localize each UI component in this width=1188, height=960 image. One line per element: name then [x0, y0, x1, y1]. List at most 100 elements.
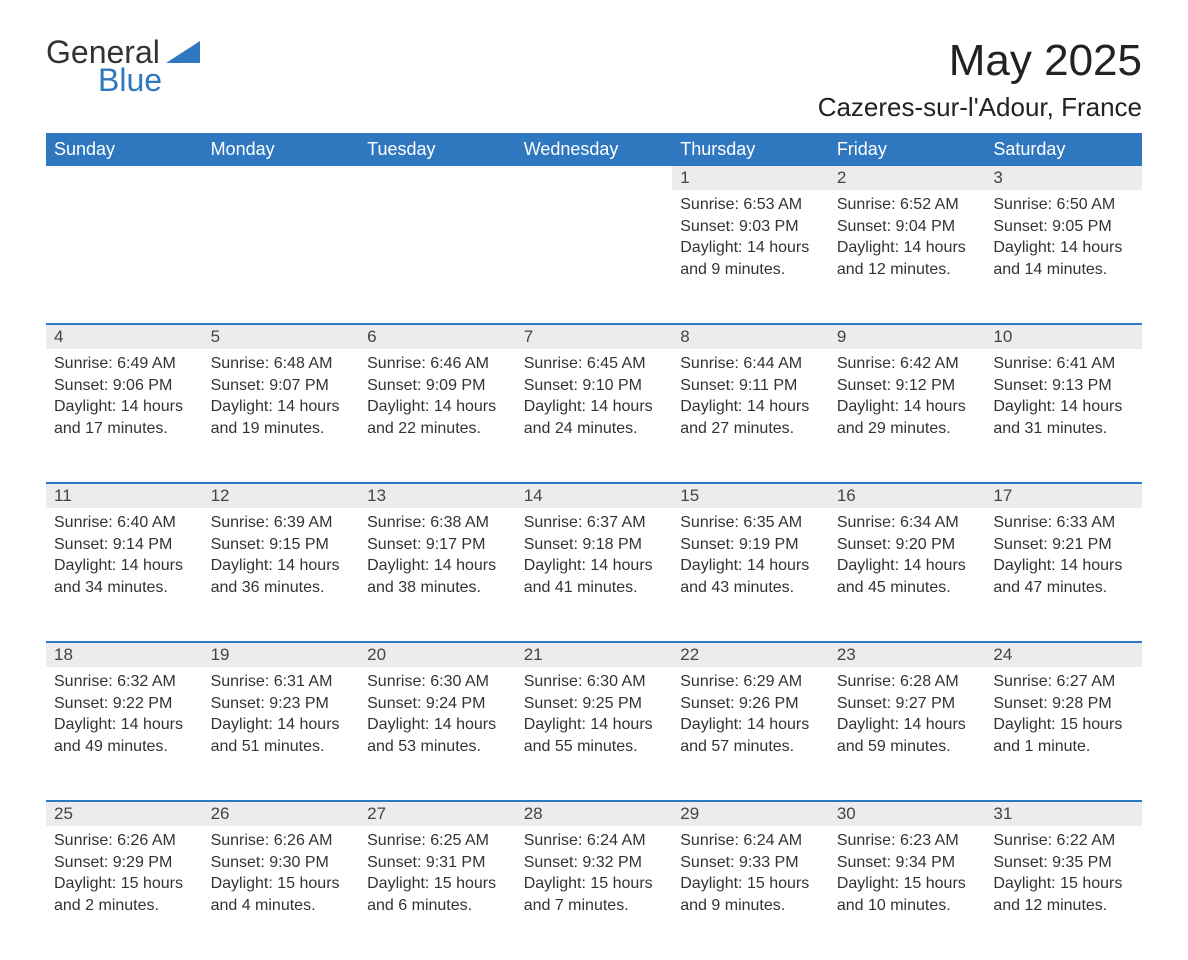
brand-triangle-icon — [166, 41, 200, 63]
daylight-text-1: Daylight: 14 hours — [993, 237, 1134, 259]
daylight-text-1: Daylight: 14 hours — [367, 714, 508, 736]
day-cell — [46, 190, 203, 324]
day-content-row: Sunrise: 6:49 AMSunset: 9:06 PMDaylight:… — [46, 349, 1142, 483]
day-cell: Sunrise: 6:23 AMSunset: 9:34 PMDaylight:… — [829, 826, 986, 960]
day-cell: Sunrise: 6:53 AMSunset: 9:03 PMDaylight:… — [672, 190, 829, 324]
daylight-text-1: Daylight: 14 hours — [680, 237, 821, 259]
weekday-header: Friday — [829, 133, 986, 166]
daylight-text-1: Daylight: 15 hours — [211, 873, 352, 895]
day-number: 29 — [672, 801, 829, 826]
sunset-text: Sunset: 9:18 PM — [524, 534, 665, 556]
daylight-text-2: and 10 minutes. — [837, 895, 978, 917]
day-number: 28 — [516, 801, 673, 826]
daylight-text-2: and 57 minutes. — [680, 736, 821, 758]
daylight-text-2: and 36 minutes. — [211, 577, 352, 599]
daylight-text-2: and 2 minutes. — [54, 895, 195, 917]
day-cell: Sunrise: 6:27 AMSunset: 9:28 PMDaylight:… — [985, 667, 1142, 801]
day-number: 9 — [829, 324, 986, 349]
sunrise-text: Sunrise: 6:31 AM — [211, 671, 352, 693]
sunrise-text: Sunrise: 6:45 AM — [524, 353, 665, 375]
day-number: 18 — [46, 642, 203, 667]
daylight-text-2: and 29 minutes. — [837, 418, 978, 440]
sunset-text: Sunset: 9:33 PM — [680, 852, 821, 874]
daylight-text-1: Daylight: 15 hours — [993, 873, 1134, 895]
day-cell — [359, 190, 516, 324]
daylight-text-1: Daylight: 15 hours — [54, 873, 195, 895]
location-label: Cazeres-sur-l'Adour, France — [818, 92, 1142, 123]
sunset-text: Sunset: 9:06 PM — [54, 375, 195, 397]
day-cell: Sunrise: 6:29 AMSunset: 9:26 PMDaylight:… — [672, 667, 829, 801]
daylight-text-1: Daylight: 15 hours — [993, 714, 1134, 736]
day-cell: Sunrise: 6:26 AMSunset: 9:29 PMDaylight:… — [46, 826, 203, 960]
sunset-text: Sunset: 9:25 PM — [524, 693, 665, 715]
day-number: 13 — [359, 483, 516, 508]
day-cell: Sunrise: 6:40 AMSunset: 9:14 PMDaylight:… — [46, 508, 203, 642]
daylight-text-1: Daylight: 14 hours — [837, 555, 978, 577]
sunrise-text: Sunrise: 6:34 AM — [837, 512, 978, 534]
day-number: 1 — [672, 166, 829, 190]
day-cell: Sunrise: 6:34 AMSunset: 9:20 PMDaylight:… — [829, 508, 986, 642]
sunset-text: Sunset: 9:31 PM — [367, 852, 508, 874]
day-number-row: 25262728293031 — [46, 801, 1142, 826]
day-number: 31 — [985, 801, 1142, 826]
sunset-text: Sunset: 9:19 PM — [680, 534, 821, 556]
daylight-text-2: and 45 minutes. — [837, 577, 978, 599]
sunrise-text: Sunrise: 6:32 AM — [54, 671, 195, 693]
day-content-row: Sunrise: 6:40 AMSunset: 9:14 PMDaylight:… — [46, 508, 1142, 642]
sunset-text: Sunset: 9:12 PM — [837, 375, 978, 397]
daylight-text-2: and 34 minutes. — [54, 577, 195, 599]
sunset-text: Sunset: 9:24 PM — [367, 693, 508, 715]
day-cell: Sunrise: 6:30 AMSunset: 9:24 PMDaylight:… — [359, 667, 516, 801]
daylight-text-2: and 1 minute. — [993, 736, 1134, 758]
day-cell: Sunrise: 6:42 AMSunset: 9:12 PMDaylight:… — [829, 349, 986, 483]
sunrise-text: Sunrise: 6:28 AM — [837, 671, 978, 693]
day-number-row: 123 — [46, 166, 1142, 190]
day-number: 16 — [829, 483, 986, 508]
day-cell: Sunrise: 6:46 AMSunset: 9:09 PMDaylight:… — [359, 349, 516, 483]
daylight-text-2: and 12 minutes. — [837, 259, 978, 281]
sunset-text: Sunset: 9:29 PM — [54, 852, 195, 874]
daylight-text-1: Daylight: 14 hours — [680, 714, 821, 736]
day-cell: Sunrise: 6:33 AMSunset: 9:21 PMDaylight:… — [985, 508, 1142, 642]
daylight-text-2: and 43 minutes. — [680, 577, 821, 599]
page-title: May 2025 — [818, 36, 1142, 86]
day-number: 5 — [203, 324, 360, 349]
daylight-text-1: Daylight: 14 hours — [54, 396, 195, 418]
sunset-text: Sunset: 9:27 PM — [837, 693, 978, 715]
sunrise-text: Sunrise: 6:44 AM — [680, 353, 821, 375]
day-content-row: Sunrise: 6:53 AMSunset: 9:03 PMDaylight:… — [46, 190, 1142, 324]
daylight-text-2: and 55 minutes. — [524, 736, 665, 758]
day-number: 12 — [203, 483, 360, 508]
day-cell — [516, 190, 673, 324]
day-number: 25 — [46, 801, 203, 826]
day-cell: Sunrise: 6:26 AMSunset: 9:30 PMDaylight:… — [203, 826, 360, 960]
day-cell: Sunrise: 6:37 AMSunset: 9:18 PMDaylight:… — [516, 508, 673, 642]
day-number: 20 — [359, 642, 516, 667]
sunrise-text: Sunrise: 6:24 AM — [680, 830, 821, 852]
sunrise-text: Sunrise: 6:29 AM — [680, 671, 821, 693]
day-cell: Sunrise: 6:49 AMSunset: 9:06 PMDaylight:… — [46, 349, 203, 483]
sunrise-text: Sunrise: 6:26 AM — [54, 830, 195, 852]
sunset-text: Sunset: 9:17 PM — [367, 534, 508, 556]
day-number: 10 — [985, 324, 1142, 349]
day-number — [516, 166, 673, 190]
daylight-text-1: Daylight: 14 hours — [993, 396, 1134, 418]
day-cell: Sunrise: 6:45 AMSunset: 9:10 PMDaylight:… — [516, 349, 673, 483]
daylight-text-2: and 14 minutes. — [993, 259, 1134, 281]
daylight-text-2: and 7 minutes. — [524, 895, 665, 917]
daylight-text-2: and 38 minutes. — [367, 577, 508, 599]
daylight-text-1: Daylight: 14 hours — [680, 396, 821, 418]
day-number-row: 18192021222324 — [46, 642, 1142, 667]
sunset-text: Sunset: 9:26 PM — [680, 693, 821, 715]
weekday-header: Saturday — [985, 133, 1142, 166]
daylight-text-1: Daylight: 14 hours — [367, 396, 508, 418]
day-number: 11 — [46, 483, 203, 508]
calendar-table: SundayMondayTuesdayWednesdayThursdayFrid… — [46, 133, 1142, 960]
day-cell: Sunrise: 6:39 AMSunset: 9:15 PMDaylight:… — [203, 508, 360, 642]
day-number: 15 — [672, 483, 829, 508]
daylight-text-1: Daylight: 14 hours — [524, 396, 665, 418]
sunrise-text: Sunrise: 6:50 AM — [993, 194, 1134, 216]
day-cell: Sunrise: 6:38 AMSunset: 9:17 PMDaylight:… — [359, 508, 516, 642]
sunrise-text: Sunrise: 6:41 AM — [993, 353, 1134, 375]
daylight-text-2: and 59 minutes. — [837, 736, 978, 758]
